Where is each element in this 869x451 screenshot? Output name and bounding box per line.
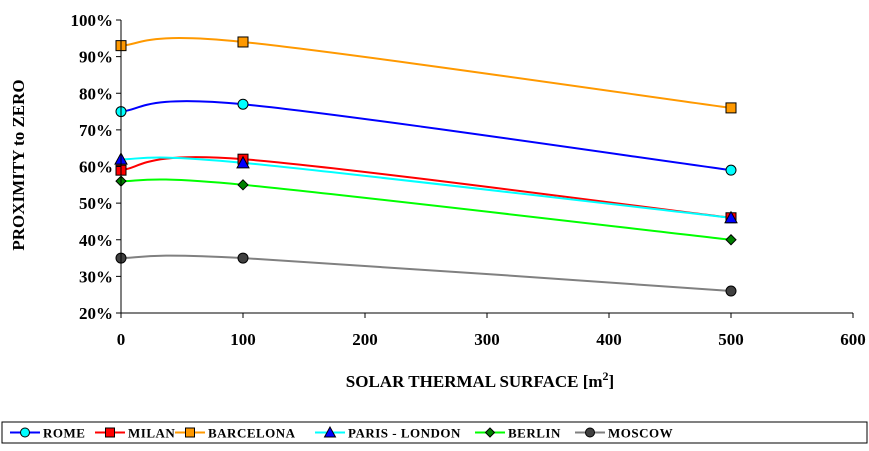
x-tick-label: 400 [596, 330, 622, 349]
legend-item-berlin: BERLIN [475, 426, 561, 441]
y-tick-label: 90% [79, 48, 113, 67]
legend-box [1, 421, 868, 444]
y-tick-label: 30% [79, 267, 113, 286]
x-tick-label: 300 [474, 330, 500, 349]
data-point-barcelona [725, 102, 737, 114]
data-point-moscow [725, 285, 737, 297]
data-point-rome [237, 98, 249, 110]
data-point-moscow [237, 252, 249, 264]
data-point-rome [725, 164, 737, 176]
y-tick-label: 80% [79, 84, 113, 103]
legend-swatch-marker [585, 427, 595, 438]
legend-swatch-marker [484, 427, 496, 438]
y-tick-label: 20% [79, 304, 113, 323]
data-point-paris-london [724, 210, 738, 224]
data-point-barcelona [237, 36, 249, 48]
legend-label: ROME [43, 426, 85, 441]
legend-item-milan: MILAN [95, 426, 175, 441]
legend-swatch-marker [20, 427, 30, 438]
series-line-berlin [120, 178, 732, 241]
x-tick-label: 600 [840, 330, 866, 349]
legend-item-rome: ROME [10, 426, 85, 441]
legend-swatch-marker [185, 427, 195, 438]
x-tick-label: 500 [718, 330, 744, 349]
x-axis-title-superscript: 2 [603, 369, 609, 383]
x-axis-title-text: SOLAR THERMAL SURFACE [m [346, 372, 603, 391]
legend-item-paris-london: PARIS - LONDON [315, 426, 461, 441]
legend-swatch-marker [323, 425, 337, 438]
legend-label: PARIS - LONDON [348, 426, 461, 441]
y-tick-label: 60% [79, 158, 113, 177]
series-line-barcelona [120, 37, 732, 109]
axes: 20% 30% 40% 50% 60% 70% 80% 90% 100% 0 100 200 300 40… [71, 11, 866, 349]
legend: ROME MILAN BARCELONA PARIS - LONDON BERLIN MO… [1, 421, 868, 444]
x-tick-label: 0 [117, 330, 126, 349]
legend-swatch-marker [105, 427, 115, 438]
data-point-paris-london [236, 155, 250, 169]
legend-item-barcelona: BARCELONA [175, 426, 296, 441]
series-line-rome [120, 100, 732, 172]
y-tick-label: 70% [79, 121, 113, 140]
data-point-berlin [237, 179, 249, 191]
legend-label: BARCELONA [208, 426, 296, 441]
plot-area [114, 36, 738, 297]
y-tick-label: 40% [79, 231, 113, 250]
series-line-moscow [120, 254, 732, 293]
x-axis-title: SOLAR THERMAL SURFACE [m2] [346, 369, 614, 391]
x-axis-title-suffix: ] [609, 372, 615, 391]
y-axis-title: PROXIMITY to ZERO [9, 79, 28, 250]
data-point-berlin [725, 234, 737, 246]
legend-label: MOSCOW [608, 426, 673, 441]
legend-item-moscow: MOSCOW [575, 426, 673, 441]
legend-label: MILAN [128, 426, 175, 441]
series-line-paris-london [120, 156, 732, 219]
y-tick-label: 50% [79, 194, 113, 213]
series-line-milan [120, 156, 732, 219]
y-tick-label: 100% [71, 11, 114, 30]
legend-label: BERLIN [508, 426, 561, 441]
x-tick-label: 100 [230, 330, 256, 349]
x-tick-label: 200 [352, 330, 378, 349]
